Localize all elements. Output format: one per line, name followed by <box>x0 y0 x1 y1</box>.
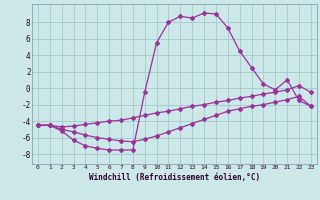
X-axis label: Windchill (Refroidissement éolien,°C): Windchill (Refroidissement éolien,°C) <box>89 173 260 182</box>
